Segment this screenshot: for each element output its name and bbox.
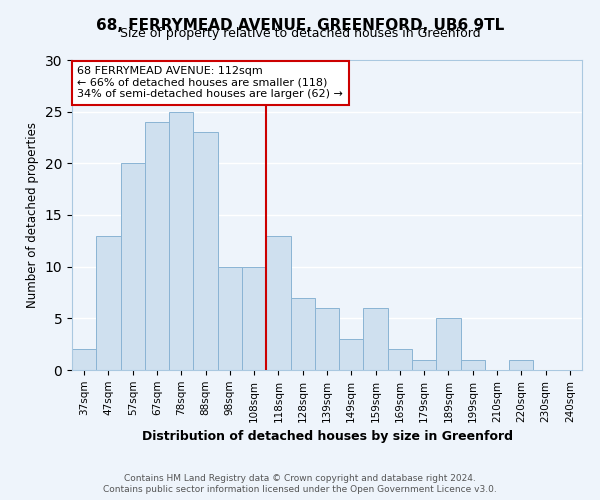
Text: Size of property relative to detached houses in Greenford: Size of property relative to detached ho… <box>119 28 481 40</box>
Bar <box>339 339 364 370</box>
Bar <box>509 360 533 370</box>
Bar <box>290 298 315 370</box>
X-axis label: Distribution of detached houses by size in Greenford: Distribution of detached houses by size … <box>142 430 512 443</box>
Bar <box>218 266 242 370</box>
Bar <box>315 308 339 370</box>
Bar <box>96 236 121 370</box>
Bar <box>193 132 218 370</box>
Bar <box>145 122 169 370</box>
Bar <box>364 308 388 370</box>
Bar <box>169 112 193 370</box>
Text: Contains HM Land Registry data © Crown copyright and database right 2024.
Contai: Contains HM Land Registry data © Crown c… <box>103 474 497 494</box>
Bar <box>412 360 436 370</box>
Text: 68 FERRYMEAD AVENUE: 112sqm
← 66% of detached houses are smaller (118)
34% of se: 68 FERRYMEAD AVENUE: 112sqm ← 66% of det… <box>77 66 343 100</box>
Bar <box>72 350 96 370</box>
Y-axis label: Number of detached properties: Number of detached properties <box>26 122 39 308</box>
Bar <box>461 360 485 370</box>
Bar <box>388 350 412 370</box>
Text: 68, FERRYMEAD AVENUE, GREENFORD, UB6 9TL: 68, FERRYMEAD AVENUE, GREENFORD, UB6 9TL <box>96 18 504 32</box>
Bar <box>266 236 290 370</box>
Bar <box>436 318 461 370</box>
Bar <box>242 266 266 370</box>
Bar <box>121 164 145 370</box>
